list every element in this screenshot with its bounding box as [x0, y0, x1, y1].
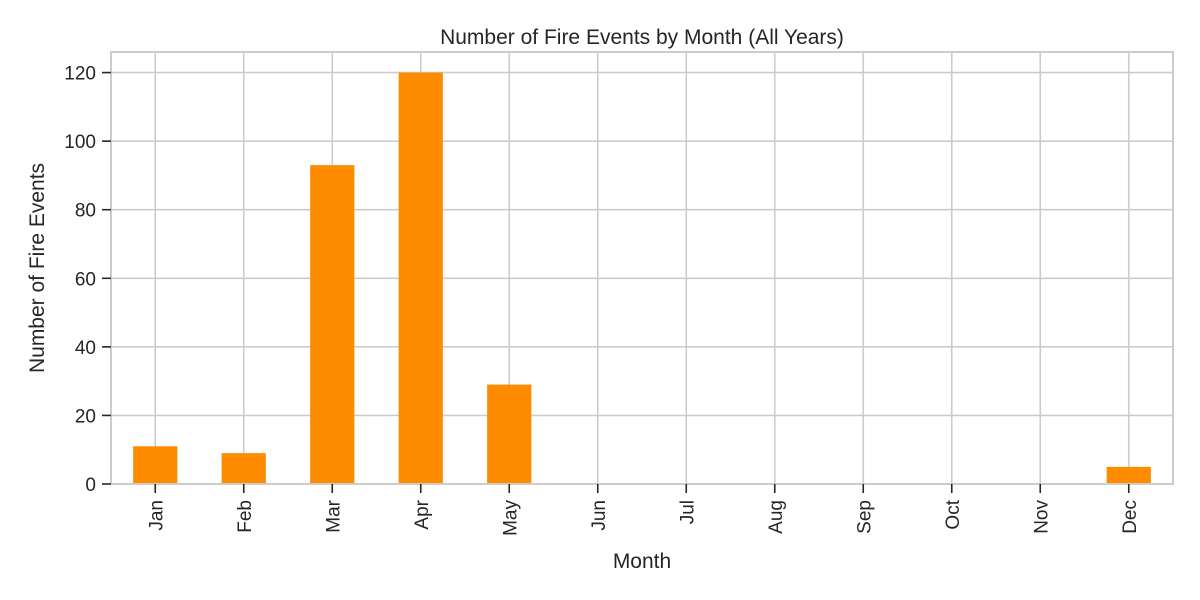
- x-tick-label: Sep: [854, 500, 875, 534]
- x-tick-label: Aug: [766, 500, 787, 534]
- bars: [133, 72, 1151, 485]
- grid-lines: [111, 52, 1173, 485]
- x-tick-label: Nov: [1031, 500, 1052, 534]
- y-tick-label: 20: [75, 406, 96, 427]
- x-tick-label: Mar: [323, 499, 344, 532]
- x-tick-label: Feb: [235, 500, 256, 533]
- x-tick-label: Jul: [677, 500, 698, 524]
- x-tick-label: Jan: [146, 500, 167, 531]
- bar-dec: [1106, 466, 1151, 484]
- bar-apr: [398, 72, 443, 485]
- bar-jan: [133, 446, 178, 484]
- axis-ticks: 0 20 40 60 80 100 120 Jan Feb Mar Apr May Jun Jul Aug S…: [64, 64, 1140, 536]
- bar-may: [487, 384, 532, 484]
- y-tick-label: 100: [64, 132, 96, 153]
- y-tick-label: 120: [64, 64, 96, 85]
- plot-frame: [110, 51, 1174, 485]
- chart-title: Number of Fire Events by Month (All Year…: [440, 26, 844, 49]
- bar-mar: [310, 165, 355, 484]
- y-tick-label: 0: [85, 475, 96, 496]
- x-tick-label: Oct: [943, 499, 964, 529]
- x-tick-label: Dec: [1120, 500, 1141, 534]
- y-axis-label: Number of Fire Events: [26, 163, 49, 373]
- y-tick-label: 80: [75, 201, 96, 222]
- x-axis-label: Month: [613, 550, 671, 573]
- y-tick-label: 40: [75, 338, 96, 359]
- bar-feb: [221, 453, 266, 484]
- x-tick-label: May: [500, 500, 521, 536]
- y-tick-label: 60: [75, 269, 96, 290]
- x-tick-label: Jun: [589, 500, 610, 531]
- x-tick-label: Apr: [412, 499, 433, 529]
